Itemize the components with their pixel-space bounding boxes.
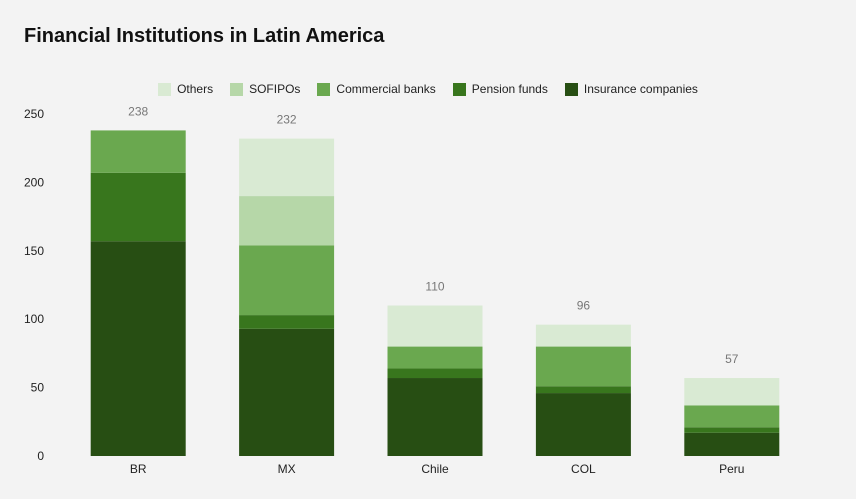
bar-segment-insurance-companies-chile[interactable]	[387, 378, 483, 456]
y-tick-label: 200	[24, 175, 44, 189]
legend-swatch-insurance-companies	[564, 82, 578, 96]
legend-swatch-pension-funds	[452, 82, 466, 96]
bar-segment-pension-funds-col[interactable]	[535, 386, 631, 394]
legend-item-commercial-banks[interactable]: Commercial banks	[317, 82, 436, 96]
total-label-br: 238	[128, 104, 148, 118]
legend-label-others: Others	[177, 82, 214, 96]
bar-segment-commercial-banks-peru[interactable]	[684, 405, 780, 428]
bar-segment-others-chile[interactable]	[387, 305, 483, 347]
bar-segment-insurance-companies-mx[interactable]	[239, 328, 335, 456]
bar-segment-pension-funds-chile[interactable]	[387, 368, 483, 379]
total-label-peru: 57	[725, 352, 739, 366]
y-tick-label: 100	[24, 312, 44, 326]
legend-item-pension-funds[interactable]: Pension funds	[452, 82, 548, 96]
bar-segment-insurance-companies-peru[interactable]	[684, 432, 780, 456]
legend-label-pension-funds: Pension funds	[471, 82, 548, 96]
bar-segment-pension-funds-mx[interactable]	[239, 315, 335, 329]
x-tick-label-col: COL	[571, 462, 596, 476]
y-tick-label: 250	[24, 107, 44, 121]
y-tick-label: 150	[24, 244, 44, 258]
bar-segment-others-peru[interactable]	[684, 378, 780, 406]
y-tick-label: 50	[31, 381, 45, 395]
bar-segment-others-mx[interactable]	[239, 138, 335, 197]
chart-title: Financial Institutions in Latin America	[24, 25, 385, 47]
legend-swatch-sofipos	[230, 82, 244, 96]
bar-segment-commercial-banks-chile[interactable]	[387, 346, 483, 369]
legend-label-insurance-companies: Insurance companies	[583, 82, 698, 96]
x-tick-label-br: BR	[130, 462, 147, 476]
y-tick-label: 0	[37, 449, 44, 463]
legend-label-sofipos: SOFIPOs	[249, 82, 301, 96]
bar-segment-insurance-companies-col[interactable]	[535, 393, 631, 456]
x-tick-label-peru: Peru	[719, 462, 744, 476]
x-tick-label-mx: MX	[278, 462, 296, 476]
chart-legend: Others SOFIPOs Commercial banks Pension …	[0, 82, 856, 96]
bar-segment-pension-funds-peru[interactable]	[684, 427, 780, 433]
bar-segment-others-col[interactable]	[535, 324, 631, 347]
legend-item-others[interactable]: Others	[158, 82, 213, 96]
bar-segment-commercial-banks-mx[interactable]	[239, 245, 335, 316]
bar-segment-commercial-banks-col[interactable]	[535, 346, 631, 387]
bar-segment-insurance-companies-br[interactable]	[90, 241, 186, 456]
total-label-chile: 110	[425, 280, 444, 294]
legend-swatch-others	[158, 82, 172, 96]
bar-segment-commercial-banks-br[interactable]	[90, 130, 186, 173]
x-tick-label-chile: Chile	[421, 462, 449, 476]
legend-label-commercial-banks: Commercial banks	[336, 82, 436, 96]
legend-swatch-commercial-banks	[317, 82, 331, 96]
total-label-mx: 232	[277, 113, 297, 127]
bar-segment-sofipos-mx[interactable]	[239, 196, 335, 246]
legend-item-sofipos[interactable]: SOFIPOs	[230, 82, 300, 96]
total-label-col: 96	[577, 299, 591, 313]
bar-segment-pension-funds-br[interactable]	[90, 172, 186, 242]
legend-item-insurance-companies[interactable]: Insurance companies	[564, 82, 698, 96]
